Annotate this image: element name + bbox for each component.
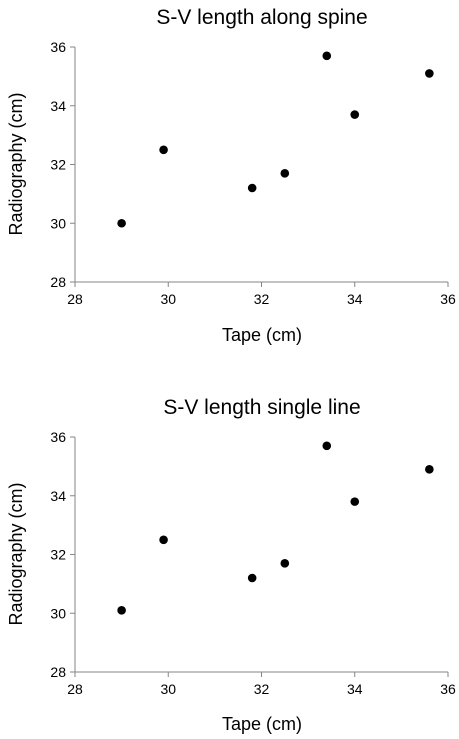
x-axis-title: Tape (cm) — [222, 325, 302, 345]
data-point — [280, 169, 290, 178]
data-point — [322, 51, 332, 61]
y-tick-label: 28 — [50, 274, 66, 290]
x-tick-label: 36 — [440, 291, 456, 307]
y-tick-label: 34 — [50, 98, 66, 114]
data-point — [350, 110, 360, 119]
y-tick-label: 30 — [50, 215, 66, 231]
x-tick-label: 30 — [160, 291, 176, 307]
y-tick-label: 36 — [50, 39, 66, 55]
data-point — [117, 218, 126, 228]
tick-layer: 28 30 32 34 36 28 30 32 34 36 — [50, 39, 456, 307]
y-tick-label: 34 — [50, 488, 66, 504]
chart-along-spine: S-V length along spine 28 30 32 34 36 28 30 32 3… — [6, 6, 456, 345]
data-point — [280, 559, 290, 568]
point-layer — [117, 51, 434, 228]
x-tick-label: 36 — [440, 681, 456, 697]
x-tick-label: 28 — [67, 291, 83, 307]
data-point — [425, 69, 434, 78]
chart-title: S-V length along spine — [156, 6, 367, 29]
y-tick-label: 30 — [50, 605, 66, 621]
tick-layer: 28 30 32 34 36 28 30 32 34 36 — [50, 429, 456, 697]
x-tick-label: 28 — [67, 681, 83, 697]
y-axis-title: Radiography (cm) — [6, 92, 26, 235]
point-layer — [117, 441, 434, 615]
data-point — [159, 535, 168, 545]
x-tick-label: 34 — [347, 681, 363, 697]
data-point — [350, 497, 360, 506]
y-tick-label: 32 — [50, 157, 66, 173]
data-point — [322, 441, 332, 451]
x-tick-label: 30 — [160, 681, 176, 697]
data-point — [159, 145, 168, 155]
data-point — [425, 465, 434, 474]
y-tick-label: 36 — [50, 429, 66, 445]
y-tick-label: 32 — [50, 547, 66, 563]
y-axis-title: Radiography (cm) — [6, 482, 26, 625]
chart-title: S-V length single line — [163, 396, 360, 419]
chart-single-line: S-V length single line 28 30 32 34 36 28 30 32 3… — [6, 396, 456, 734]
y-tick-label: 28 — [50, 664, 66, 680]
data-point — [247, 573, 257, 583]
x-tick-label: 32 — [254, 681, 270, 697]
x-tick-label: 34 — [347, 291, 363, 307]
data-point — [117, 606, 126, 615]
x-axis-title: Tape (cm) — [222, 714, 302, 734]
x-tick-label: 32 — [254, 291, 270, 307]
data-point — [247, 183, 257, 193]
